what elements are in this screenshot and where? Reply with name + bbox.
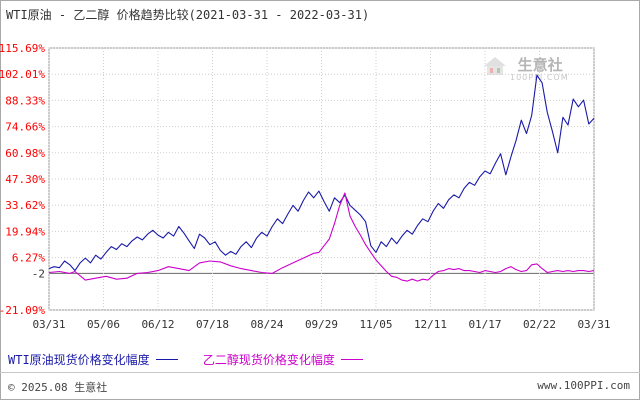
x-tick-label: 12/11 — [414, 318, 447, 331]
series-line-meg — [48, 192, 595, 282]
x-tick-label: 02/22 — [523, 318, 556, 331]
x-tick-label: 06/12 — [141, 318, 174, 331]
legend-label-meg: 乙二醇现货价格变化幅度 — [202, 353, 335, 367]
footer-copyright: © 2025.08 生意社 — [8, 381, 108, 394]
chart-grid — [48, 47, 595, 311]
y-tick-label: -2 — [32, 267, 45, 280]
chart-legend: WTI原油现货价格变化幅度 乙二醇现货价格变化幅度 — [8, 351, 381, 368]
series-line-wti — [48, 74, 595, 272]
x-tick-label: 09/29 — [305, 318, 338, 331]
y-tick-label: 19.94% — [5, 225, 45, 238]
legend-swatch-wti — [155, 359, 178, 360]
x-tick-label: 05/06 — [87, 318, 120, 331]
x-tick-label: 03/31 — [32, 318, 65, 331]
legend-label-wti: WTI原油现货价格变化幅度 — [8, 353, 150, 367]
chart-series — [48, 74, 595, 282]
chart-title-text: WTI原油 - 乙二醇 价格趋势比较 — [6, 8, 189, 22]
y-tick-label: 102.01% — [0, 68, 45, 81]
x-axis: 03/31 05/06 06/12 07/18 08/24 09/29 11/05 12/11… — [32, 318, 610, 331]
x-tick-label: 07/18 — [196, 318, 229, 331]
y-tick-label: 33.62% — [5, 199, 45, 212]
y-tick-label: -21.09% — [0, 304, 45, 317]
footer-divider — [0, 372, 640, 373]
watermark-logo: 生意社 100PPI.COM — [482, 54, 569, 82]
y-tick-label: 88.33% — [5, 94, 45, 107]
y-tick-label: 6.27% — [12, 252, 45, 265]
legend-item-meg: 乙二醇现货价格变化幅度 — [203, 351, 363, 368]
y-tick-label: 74.66% — [5, 121, 45, 134]
y-tick-label: 115.69% — [0, 42, 45, 55]
watermark-house-icon — [484, 56, 506, 75]
footer-site-link[interactable]: www.100PPI.com — [537, 379, 630, 392]
watermark-text: 生意社 — [517, 56, 563, 74]
x-tick-label: 11/05 — [359, 318, 392, 331]
legend-swatch-meg — [340, 359, 363, 360]
y-axis: 115.69% 102.01% 88.33% 74.66% 60.98% 47.30% 33… — [0, 42, 45, 317]
legend-item-wti: WTI原油现货价格变化幅度 — [8, 351, 178, 368]
chart-date-range: (2021-03-31 - 2022-03-31) — [188, 8, 370, 22]
x-tick-label: 01/17 — [468, 318, 501, 331]
chart-title: WTI原油 - 乙二醇 价格趋势比较(2021-03-31 - 2022-03-… — [6, 6, 369, 23]
y-tick-label: 60.98% — [5, 147, 45, 160]
y-tick-label: 47.30% — [5, 173, 45, 186]
x-tick-label: 08/24 — [250, 318, 283, 331]
watermark-subtext: 100PPI.COM — [510, 72, 569, 82]
x-tick-label: 03/31 — [577, 318, 610, 331]
